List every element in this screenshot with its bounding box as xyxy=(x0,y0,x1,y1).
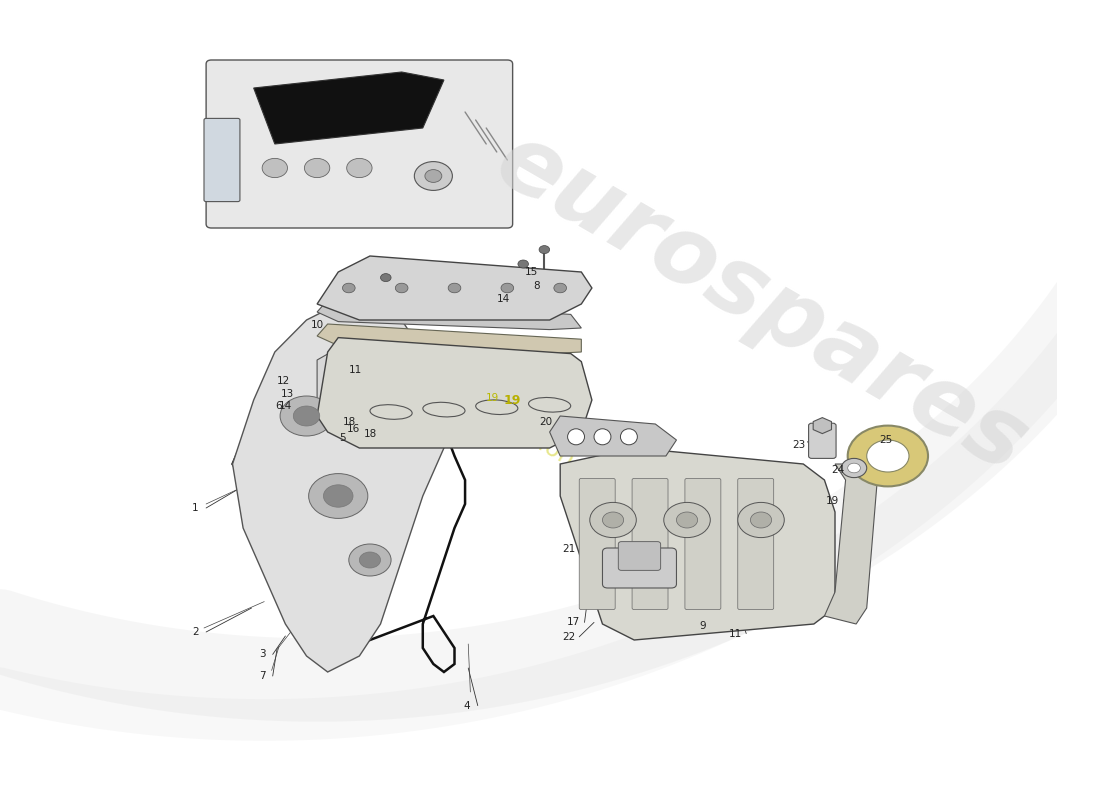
FancyBboxPatch shape xyxy=(738,478,773,610)
Circle shape xyxy=(842,458,867,478)
Text: 17: 17 xyxy=(568,618,581,627)
Text: 7: 7 xyxy=(258,671,265,681)
Text: 19: 19 xyxy=(504,394,521,406)
Polygon shape xyxy=(254,72,444,144)
Text: 13: 13 xyxy=(280,390,294,399)
Circle shape xyxy=(262,158,287,178)
Circle shape xyxy=(309,474,367,518)
Circle shape xyxy=(848,463,860,473)
Polygon shape xyxy=(317,256,592,320)
Circle shape xyxy=(280,396,333,436)
Text: 14: 14 xyxy=(496,294,509,304)
Circle shape xyxy=(663,502,711,538)
Polygon shape xyxy=(813,418,832,434)
Text: 11: 11 xyxy=(729,629,743,638)
Text: 3: 3 xyxy=(258,650,265,659)
Circle shape xyxy=(349,544,392,576)
Text: 25: 25 xyxy=(879,435,892,445)
FancyBboxPatch shape xyxy=(206,60,513,228)
FancyBboxPatch shape xyxy=(204,118,240,202)
Text: 12: 12 xyxy=(276,376,290,386)
Text: 18: 18 xyxy=(343,418,356,427)
Text: 22: 22 xyxy=(562,632,575,642)
Text: 15: 15 xyxy=(525,267,538,277)
Circle shape xyxy=(395,283,408,293)
Circle shape xyxy=(346,158,372,178)
Text: 19: 19 xyxy=(826,496,839,506)
FancyBboxPatch shape xyxy=(632,478,668,610)
Text: 16: 16 xyxy=(346,424,360,434)
FancyBboxPatch shape xyxy=(618,542,661,570)
Circle shape xyxy=(590,502,636,538)
FancyBboxPatch shape xyxy=(580,478,615,610)
Polygon shape xyxy=(232,304,444,672)
Ellipse shape xyxy=(568,429,584,445)
Polygon shape xyxy=(317,324,581,354)
Text: 24: 24 xyxy=(832,466,845,475)
Text: 2: 2 xyxy=(192,627,199,637)
Text: eurospares: eurospares xyxy=(480,114,1043,494)
Circle shape xyxy=(360,552,381,568)
Text: 9: 9 xyxy=(700,621,706,630)
FancyBboxPatch shape xyxy=(603,548,676,588)
Polygon shape xyxy=(317,338,592,448)
Circle shape xyxy=(323,485,353,507)
Circle shape xyxy=(415,162,452,190)
Circle shape xyxy=(738,502,784,538)
Circle shape xyxy=(305,158,330,178)
Text: 18: 18 xyxy=(363,430,376,439)
Polygon shape xyxy=(317,336,486,416)
Text: 8: 8 xyxy=(534,282,540,291)
Polygon shape xyxy=(560,448,835,640)
Circle shape xyxy=(342,283,355,293)
Text: 21: 21 xyxy=(562,544,575,554)
Text: 19: 19 xyxy=(486,394,499,403)
Circle shape xyxy=(539,246,550,254)
Circle shape xyxy=(848,426,928,486)
Circle shape xyxy=(603,512,624,528)
Ellipse shape xyxy=(594,429,610,445)
Circle shape xyxy=(518,260,528,268)
Text: 20: 20 xyxy=(539,418,552,427)
Circle shape xyxy=(500,283,514,293)
Text: 23: 23 xyxy=(792,440,805,450)
Text: 10: 10 xyxy=(310,320,323,330)
Polygon shape xyxy=(824,464,878,624)
Circle shape xyxy=(750,512,771,528)
Circle shape xyxy=(867,440,909,472)
Text: 4: 4 xyxy=(464,701,471,710)
Text: a passion for parts since 1985: a passion for parts since 1985 xyxy=(464,391,804,601)
Polygon shape xyxy=(317,300,581,330)
Circle shape xyxy=(425,170,442,182)
Text: 5: 5 xyxy=(339,434,345,443)
Polygon shape xyxy=(550,416,676,456)
Circle shape xyxy=(554,283,566,293)
FancyBboxPatch shape xyxy=(808,423,836,458)
Circle shape xyxy=(676,512,697,528)
Text: 14: 14 xyxy=(278,402,292,411)
Text: 6: 6 xyxy=(276,402,283,411)
Text: 1: 1 xyxy=(192,503,199,513)
Circle shape xyxy=(381,274,392,282)
FancyBboxPatch shape xyxy=(685,478,720,610)
Circle shape xyxy=(448,283,461,293)
Circle shape xyxy=(294,406,320,426)
Text: 11: 11 xyxy=(349,365,362,374)
Ellipse shape xyxy=(620,429,637,445)
